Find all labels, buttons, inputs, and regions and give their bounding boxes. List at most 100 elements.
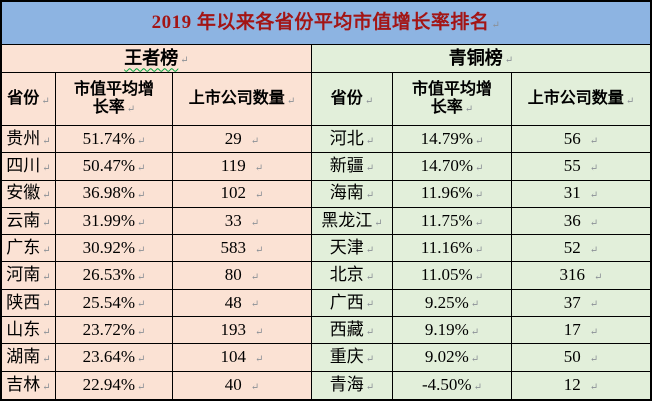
paragraph-mark-icon: ↵ (475, 162, 484, 174)
paragraph-mark-icon: ↵ (464, 104, 474, 115)
growth-cell: 22.94% ↵ (56, 371, 173, 399)
growth-cell: 25.54% ↵ (56, 289, 173, 318)
paragraph-mark-icon: ↵ (42, 272, 51, 284)
count-cell: 29 ↵ (173, 126, 312, 154)
growth-cell: 14.79% ↵ (393, 126, 512, 154)
left-band-header: 王者榜 ↵ (2, 45, 312, 73)
province-cell: 北京 ↵ (312, 262, 393, 290)
province-cell: 新疆 ↵ (312, 153, 393, 181)
province-cell: 天津 ↵ (312, 235, 393, 263)
growth-cell: 11.75% ↵ (393, 207, 512, 236)
growth-cell: 9.19% ↵ (393, 317, 512, 345)
growth-cell: 9.02% ↵ (393, 344, 512, 372)
paragraph-mark-icon: ↵ (42, 354, 51, 366)
province-cell: 吉林 ↵ (2, 371, 56, 399)
paragraph-mark-icon: ↵ (589, 354, 599, 366)
left-count-header: 上市公司数量 ↵ (173, 73, 312, 126)
paragraph-mark-icon: ↵ (137, 190, 146, 202)
left-province-header: 省份 ↵ (2, 73, 56, 126)
paragraph-mark-icon: ↵ (42, 326, 51, 338)
left-growth-header: 市值平均增 长率 ↵ (56, 73, 173, 126)
count-cell: 80 ↵ (173, 262, 312, 290)
paragraph-mark-icon: ↵ (250, 135, 260, 147)
count-cell: 119 ↵ (173, 153, 312, 181)
paragraph-mark-icon: ↵ (137, 217, 146, 229)
paragraph-mark-icon: ↵ (365, 381, 375, 393)
paragraph-mark-icon: ↵ (250, 381, 260, 393)
province-cell: 广西 ↵ (312, 289, 393, 318)
paragraph-mark-icon: ↵ (286, 95, 296, 107)
province-cell: 山东 ↵ (2, 317, 56, 345)
paragraph-mark-icon: ↵ (365, 272, 375, 284)
paragraph-mark-icon: ↵ (470, 326, 480, 338)
count-cell: 40 ↵ (173, 371, 312, 399)
left-band-label: 王者榜 (124, 47, 179, 68)
province-cell: 黑龙江 ↵ (312, 207, 393, 236)
paragraph-mark-icon: ↵ (504, 55, 514, 66)
paragraph-mark-icon: ↵ (474, 190, 484, 202)
paragraph-mark-icon: ↵ (137, 326, 146, 338)
paragraph-mark-icon: ↵ (42, 217, 51, 229)
growth-cell: 11.05% ↵ (393, 262, 512, 290)
count-cell: 104 ↵ (173, 344, 312, 372)
province-cell: 海南 ↵ (312, 180, 393, 208)
growth-cell: 23.64% ↵ (56, 344, 173, 372)
paragraph-mark-icon: ↵ (470, 299, 480, 311)
paragraph-mark-icon: ↵ (255, 354, 264, 366)
paragraph-mark-icon: ↵ (589, 135, 599, 147)
paragraph-mark-icon: ↵ (365, 135, 375, 147)
province-cell: 河北 ↵ (312, 126, 393, 154)
paragraph-mark-icon: ↵ (250, 299, 260, 311)
right-band-label: 青铜榜 (448, 47, 503, 68)
province-cell: 安徽 ↵ (2, 180, 56, 208)
count-cell: 50 ↵ (512, 344, 650, 372)
paragraph-mark-icon: ↵ (364, 95, 374, 107)
province-cell: 湖南 ↵ (2, 344, 56, 372)
paragraph-mark-icon: ↵ (374, 217, 383, 229)
paragraph-mark-icon: ↵ (470, 354, 480, 366)
province-cell: 云南 ↵ (2, 207, 56, 236)
count-cell: 17 ↵ (512, 317, 650, 345)
paragraph-mark-icon: ↵ (365, 299, 375, 311)
header-label: 市值平均增 (411, 81, 492, 99)
header-label: 省份 (7, 90, 40, 108)
paragraph-mark-icon: ↵ (589, 326, 599, 338)
header-label: 市值平均增 (73, 81, 154, 99)
right-band-header: 青铜榜 ↵ (312, 45, 650, 73)
paragraph-mark-icon: ↵ (365, 354, 375, 366)
growth-cell: 9.25% ↵ (393, 289, 512, 318)
header-label: 上市公司数量 (188, 90, 285, 108)
paragraph-mark-icon: ↵ (250, 272, 260, 284)
count-cell: 316 ↵ (512, 262, 650, 290)
growth-cell: 31.99% ↵ (56, 207, 173, 236)
paragraph-mark-icon: ↵ (42, 162, 51, 174)
count-cell: 48 ↵ (173, 289, 312, 318)
title-text: 2019 年以来各省份平均市值增长率排名 (151, 11, 490, 33)
count-cell: 31 ↵ (512, 180, 650, 208)
paragraph-mark-icon: ↵ (474, 272, 484, 284)
paragraph-mark-icon: ↵ (137, 135, 146, 147)
paragraph-mark-icon: ↵ (365, 190, 375, 202)
paragraph-mark-icon: ↵ (42, 381, 51, 393)
growth-cell: 51.74% ↵ (56, 126, 173, 154)
count-cell: 56 ↵ (512, 126, 650, 154)
paragraph-mark-icon: ↵ (589, 299, 599, 311)
count-cell: 52 ↵ (512, 235, 650, 263)
paragraph-mark-icon: ↵ (589, 217, 599, 229)
paragraph-mark-icon: ↵ (491, 19, 501, 31)
count-cell: 55 ↵ (512, 153, 650, 181)
header-label: 长率 ↵ (92, 99, 136, 116)
paragraph-mark-icon: ↵ (137, 162, 146, 174)
count-cell: 12 ↵ (512, 371, 650, 399)
paragraph-mark-icon: ↵ (42, 244, 51, 256)
growth-cell: 14.70% ↵ (393, 153, 512, 181)
table-title: 2019 年以来各省份平均市值增长率排名 ↵ (2, 2, 650, 45)
province-cell: 陕西 ↵ (2, 289, 56, 318)
paragraph-mark-icon: ↵ (474, 244, 484, 256)
province-cell: 重庆 ↵ (312, 344, 393, 372)
paragraph-mark-icon: ↵ (42, 190, 51, 202)
paragraph-mark-icon: ↵ (180, 55, 189, 66)
count-cell: 193 ↵ (173, 317, 312, 345)
paragraph-mark-icon: ↵ (254, 162, 264, 174)
